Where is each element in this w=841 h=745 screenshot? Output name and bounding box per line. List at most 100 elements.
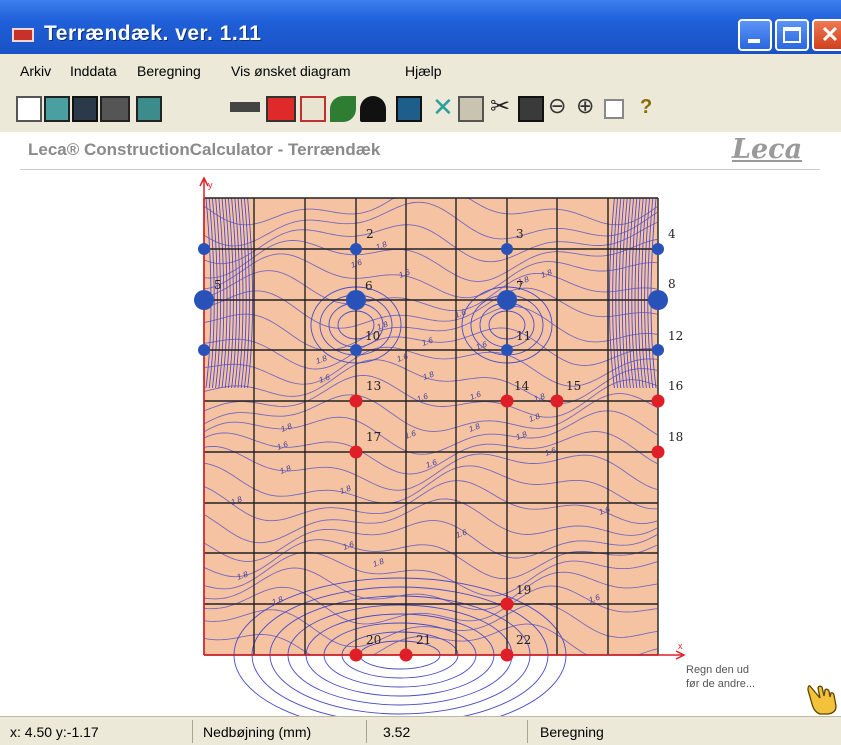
- status-separator: [366, 720, 367, 743]
- red-block-icon[interactable]: [266, 96, 296, 122]
- load-point-red: [349, 394, 363, 408]
- menu-beregning[interactable]: Beregning: [137, 63, 201, 79]
- contour-value-label: 1.6: [425, 457, 439, 469]
- contour-value-label: 1.8: [279, 463, 293, 475]
- load-point-red: [349, 445, 363, 459]
- hint-text: Regn den ud før de andre...: [686, 663, 755, 691]
- blank-icon[interactable]: [604, 99, 624, 119]
- point-label: 5: [214, 278, 222, 292]
- close-button[interactable]: ✕: [812, 19, 841, 51]
- contour-line: [203, 539, 658, 580]
- support-point-blue: [501, 243, 513, 255]
- cross-icon[interactable]: ✕: [432, 92, 454, 122]
- maximize-icon: [783, 27, 801, 43]
- save-icon[interactable]: [72, 96, 98, 122]
- support-point-blue: [652, 243, 664, 255]
- menu-hjaelp[interactable]: Hjælp: [405, 63, 442, 79]
- contour-line: [203, 498, 658, 544]
- load-point-red: [349, 648, 363, 662]
- contour-value-label: 1.6: [350, 257, 364, 269]
- contour-value-label: 1.8: [375, 239, 389, 251]
- contour-line: [203, 623, 658, 656]
- contour-value-label: 1.8: [422, 369, 436, 381]
- contour-value-label: 1.6: [469, 389, 483, 401]
- contour-line: [203, 585, 658, 625]
- menu-vis-diagram[interactable]: Vis ønsket diagram: [231, 63, 351, 79]
- copy-icon[interactable]: [458, 96, 484, 122]
- leaf-icon[interactable]: [330, 96, 356, 122]
- point-label: 20: [366, 633, 381, 647]
- contour-value-label: 1.6: [398, 267, 412, 279]
- maximize-button[interactable]: [775, 19, 809, 51]
- point-label: 3: [516, 227, 524, 241]
- help-icon[interactable]: ?: [640, 96, 653, 118]
- contour-value-label: 1.6: [544, 445, 558, 457]
- ruler-icon[interactable]: [230, 102, 260, 112]
- contour-line: [203, 602, 658, 648]
- table-icon[interactable]: [396, 96, 422, 122]
- hint-line-2: før de andre...: [686, 678, 756, 690]
- y-axis-arrow: [199, 176, 209, 187]
- brand-title: Leca® ConstructionCalculator - Terrændæk: [28, 140, 381, 159]
- print-preview-icon[interactable]: [136, 96, 162, 122]
- point-label: 15: [566, 379, 581, 393]
- point-label: 19: [516, 583, 531, 597]
- contour-line: [203, 222, 658, 265]
- contour-value-label: 1.6: [598, 504, 612, 516]
- status-mode: Beregning: [540, 724, 604, 740]
- y-axis-label: y: [208, 180, 213, 190]
- paste-icon[interactable]: [518, 96, 544, 122]
- close-icon: ✕: [820, 22, 840, 47]
- contour-line: [203, 445, 658, 491]
- contour-line: [203, 346, 658, 387]
- load-point-red: [500, 648, 514, 662]
- print-icon[interactable]: [100, 96, 130, 122]
- contour-value-label: 1.8: [528, 411, 542, 423]
- person-icon[interactable]: [360, 96, 386, 122]
- contour-value-label: 1.8: [339, 483, 353, 495]
- load-icon[interactable]: [300, 96, 326, 122]
- support-point-blue: [501, 344, 513, 356]
- contour-value-label: 1.6: [404, 428, 418, 440]
- contour-value-label: 1.8: [517, 274, 531, 286]
- contour-line: [203, 327, 658, 370]
- contour-value-label: 1.8: [236, 569, 250, 581]
- contour-line: [203, 410, 658, 455]
- menu-inddata[interactable]: Inddata: [70, 63, 117, 79]
- contour-value-label: 1.8: [372, 556, 386, 568]
- status-quantity: Nedbøjning (mm): [203, 724, 312, 740]
- status-coordinates: x: 4.50 y:-1.17: [10, 724, 99, 740]
- window-title: Terrændæk. ver. 1.11: [44, 22, 262, 45]
- status-value: 3.52: [383, 724, 411, 740]
- menu-arkiv[interactable]: Arkiv: [20, 63, 52, 79]
- contour-line: [203, 393, 658, 432]
- contour-value-label: 1.8: [280, 421, 294, 433]
- plot-background: [204, 198, 658, 655]
- load-point-red: [500, 597, 514, 611]
- point-label: 2: [366, 227, 374, 241]
- contour-line: [203, 431, 658, 475]
- point-label: 12: [668, 329, 683, 343]
- contour-value-label: 1.6: [455, 527, 469, 539]
- open-icon[interactable]: [44, 96, 70, 122]
- title-bar[interactable]: Terrændæk. ver. 1.11 ✕: [0, 0, 841, 54]
- point-label: 13: [366, 379, 381, 393]
- pointing-hand-icon[interactable]: [806, 680, 840, 716]
- support-point-blue: [194, 290, 214, 310]
- cut-icon[interactable]: ✂: [490, 93, 511, 120]
- contour-value-label: 1.6: [454, 307, 468, 319]
- support-point-blue: [198, 344, 210, 356]
- point-label: 14: [514, 379, 530, 393]
- contour-value-label: 1.8: [533, 391, 547, 403]
- zoom-in-icon[interactable]: ⊕: [576, 93, 595, 118]
- contour-value-label: 1.8: [376, 319, 390, 331]
- point-label: 7: [516, 279, 524, 293]
- contour-line: [203, 462, 657, 510]
- contour-value-label: 1.8: [271, 594, 285, 606]
- minimize-button[interactable]: [738, 19, 772, 51]
- x-axis-arrow: [675, 650, 686, 660]
- new-file-icon[interactable]: [16, 96, 42, 122]
- minimize-icon: [748, 39, 760, 43]
- zoom-out-icon[interactable]: ⊖: [548, 93, 567, 118]
